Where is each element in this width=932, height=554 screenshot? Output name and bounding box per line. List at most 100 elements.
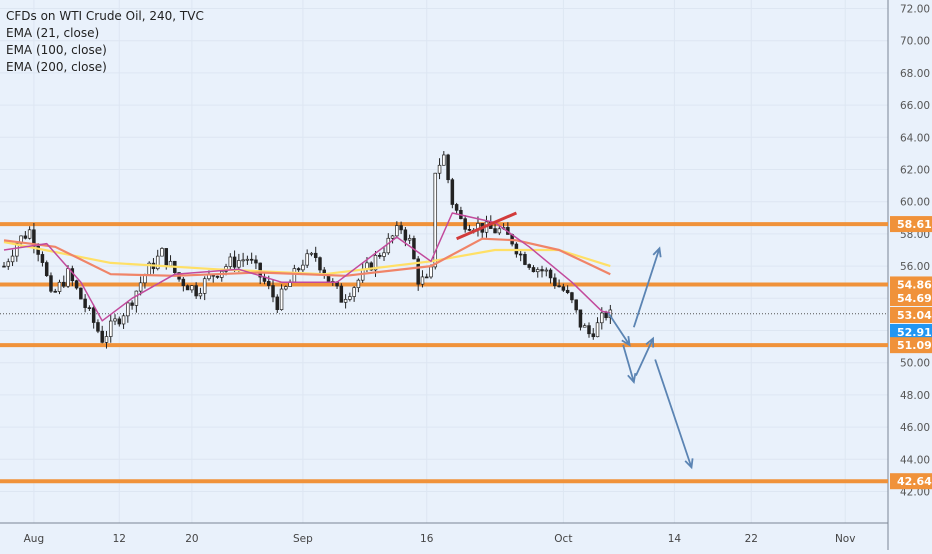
- candle-body: [433, 172, 438, 268]
- svg-text:58.61: 58.61: [897, 218, 932, 231]
- candle-body: [241, 259, 245, 262]
- candle-body: [553, 277, 557, 287]
- candle-body: [497, 228, 502, 234]
- candle-body: [96, 322, 100, 332]
- legend-ema100: EMA (100, close): [6, 43, 107, 57]
- candle-body: [595, 322, 600, 338]
- candle-body: [275, 296, 280, 310]
- candle-body: [420, 276, 425, 285]
- candle-body: [53, 290, 57, 293]
- price-label-level: 58.61: [890, 216, 932, 233]
- candle-body: [130, 302, 134, 306]
- candle-body: [561, 286, 566, 291]
- candle-body: [57, 281, 62, 292]
- projection-arrow[interactable]: [654, 359, 694, 470]
- candle-body: [604, 312, 608, 319]
- svg-text:54.69: 54.69: [897, 292, 932, 305]
- candle-body: [292, 268, 297, 283]
- candle-body: [301, 264, 305, 271]
- y-axis: 42.0044.0046.0048.0050.0052.0054.0056.00…: [900, 4, 930, 499]
- candle-body: [181, 278, 186, 287]
- candle-body: [279, 288, 284, 310]
- price-label-current: 52.91: [890, 324, 932, 340]
- x-tick-label: 16: [420, 533, 434, 545]
- y-tick-label: 60.00: [900, 197, 930, 209]
- candle-body: [493, 228, 497, 234]
- trend-line[interactable]: [456, 211, 517, 241]
- candle-body: [190, 285, 194, 291]
- y-tick-label: 44.00: [900, 454, 930, 466]
- candle-body: [185, 285, 190, 291]
- projection-arrow[interactable]: [632, 246, 662, 328]
- candle-body: [399, 225, 403, 231]
- candle-body: [49, 275, 53, 292]
- candle-body: [467, 228, 472, 231]
- x-tick-label: Sep: [293, 533, 313, 545]
- candle-body: [424, 276, 429, 279]
- projection-arrow[interactable]: [635, 336, 655, 376]
- candle-body: [202, 278, 207, 294]
- candle-body: [66, 268, 70, 287]
- x-tick-label: 20: [185, 533, 198, 545]
- y-tick-label: 66.00: [900, 100, 930, 112]
- candle-body: [395, 225, 399, 237]
- candle-body: [313, 252, 318, 258]
- candle-body: [309, 252, 314, 255]
- candle-body: [232, 256, 237, 268]
- candle-body: [164, 248, 169, 267]
- ema100-line: [3, 237, 611, 277]
- candle-body: [352, 287, 356, 297]
- x-tick-label: 12: [113, 533, 126, 545]
- projection-arrow[interactable]: [622, 344, 637, 385]
- candle-body: [36, 245, 40, 255]
- candle-body: [198, 292, 203, 297]
- svg-text:52.91: 52.91: [897, 326, 932, 339]
- candle-body: [138, 282, 143, 292]
- candle-body: [91, 307, 96, 323]
- x-tick-label: Aug: [24, 533, 45, 545]
- x-tick-label: Nov: [835, 533, 856, 545]
- y-tick-label: 72.00: [900, 4, 930, 16]
- candle-body: [79, 287, 83, 300]
- candle-body: [373, 254, 378, 271]
- price-label-level: 42.64: [890, 473, 932, 490]
- y-tick-label: 42.00: [900, 487, 930, 499]
- candle-body: [296, 268, 301, 271]
- candle-body: [527, 264, 531, 268]
- y-tick-label: 64.00: [900, 132, 930, 144]
- candle-body: [160, 248, 164, 257]
- x-tick-label: 14: [668, 533, 682, 545]
- candle-body: [429, 266, 433, 278]
- candle-body: [378, 254, 382, 257]
- y-tick-label: 68.00: [900, 68, 930, 80]
- candle-body: [582, 325, 587, 328]
- candle-body: [155, 255, 160, 270]
- candle-body: [356, 279, 361, 289]
- candle-body: [463, 218, 467, 230]
- projection-arrow[interactable]: [607, 312, 631, 347]
- candle-body: [168, 260, 173, 267]
- candle-body: [348, 296, 352, 300]
- candle-body: [104, 336, 109, 343]
- svg-text:51.09: 51.09: [897, 339, 932, 352]
- candle-body: [108, 320, 113, 337]
- ema21-line: [3, 212, 611, 322]
- candle-body: [386, 237, 391, 254]
- chart-legend: CFDs on WTI Crude Oil, 240, TVC EMA (21,…: [6, 8, 204, 76]
- candle-body: [87, 307, 92, 309]
- candle-body: [574, 299, 578, 311]
- candle-body: [578, 309, 583, 328]
- y-tick-label: 48.00: [900, 390, 930, 402]
- candle-body: [531, 267, 536, 273]
- candle-body: [2, 265, 6, 268]
- candle-body: [407, 238, 412, 241]
- candle-body: [100, 330, 104, 343]
- candle-body: [249, 258, 254, 261]
- candle-body: [194, 285, 198, 297]
- candle-body: [518, 253, 523, 256]
- price-label-ema: 53.04: [890, 307, 932, 323]
- candle-body: [450, 179, 455, 205]
- candle-body: [339, 285, 344, 303]
